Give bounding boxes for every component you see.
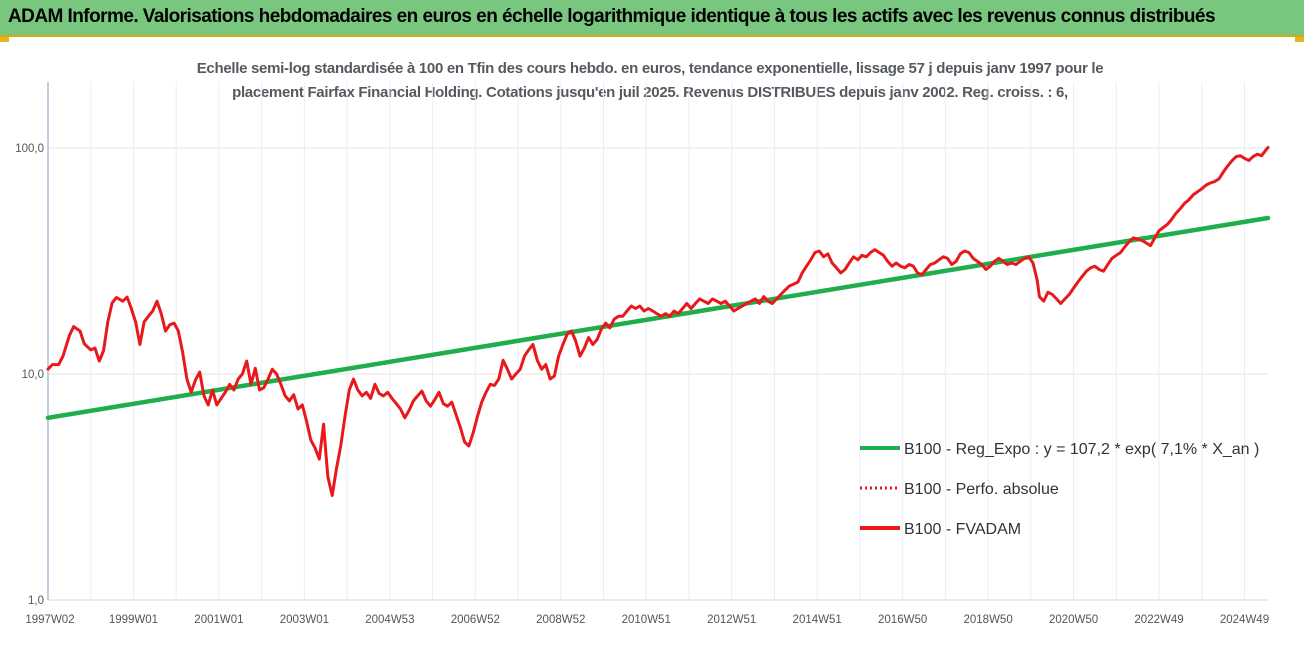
x-tick-label-1: 1999W01 [109,614,158,626]
corner-mark-right [1295,37,1304,42]
legend: B100 - Reg_Expo : y = 107,2 * exp( 7,1% … [860,441,1259,538]
series-fvadam-line [46,146,1270,497]
y-tick-label-1: 10,0 [22,369,44,381]
title-bar: ADAM Informe. Valorisations hebdomadaire… [0,0,1304,37]
x-tick-label-7: 2010W51 [622,614,671,626]
x-tick-label-0: 1997W02 [25,614,74,626]
corner-mark-left [0,37,9,42]
y-tick-labels: 1,0 10,0 100,0 [15,143,44,607]
x-tick-label-6: 2008W52 [536,614,585,626]
x-tick-label-4: 2004W53 [365,614,414,626]
chart-subtitle-line-2: placement Fairfax Financial Holding. Cot… [232,84,1068,101]
x-tick-label-9: 2014W51 [793,614,842,626]
legend-label-perfo: B100 - Perfo. absolue [904,481,1059,498]
x-tick-label-5: 2006W52 [451,614,500,626]
x-tick-label-14: 2024W49 [1220,614,1269,626]
x-tick-label-11: 2018W50 [963,614,1012,626]
x-tick-label-8: 2012W51 [707,614,756,626]
series-layer [45,146,1271,497]
y-tick-label-2: 100,0 [15,143,44,155]
chart-subtitle-line-1: Echelle semi-log standardisée à 100 en T… [196,60,1104,77]
report-title: ADAM Informe. Valorisations hebdomadaire… [8,6,1216,27]
grid-lines [47,82,1268,601]
x-tick-label-12: 2020W50 [1049,614,1098,626]
x-tick-labels: 1997W02 1999W01 2001W01 2003W01 2004W53 2006W… [25,614,1269,626]
x-tick-label-2: 2001W01 [194,614,243,626]
y-tick-label-0: 1,0 [28,595,44,607]
x-tick-label-10: 2016W50 [878,614,927,626]
legend-label-reg-expo: B100 - Reg_Expo : y = 107,2 * exp( 7,1% … [904,441,1259,458]
legend-label-fvadam: B100 - FVADAM [904,521,1021,538]
x-tick-label-3: 2003W01 [280,614,329,626]
x-tick-label-13: 2022W49 [1134,614,1183,626]
